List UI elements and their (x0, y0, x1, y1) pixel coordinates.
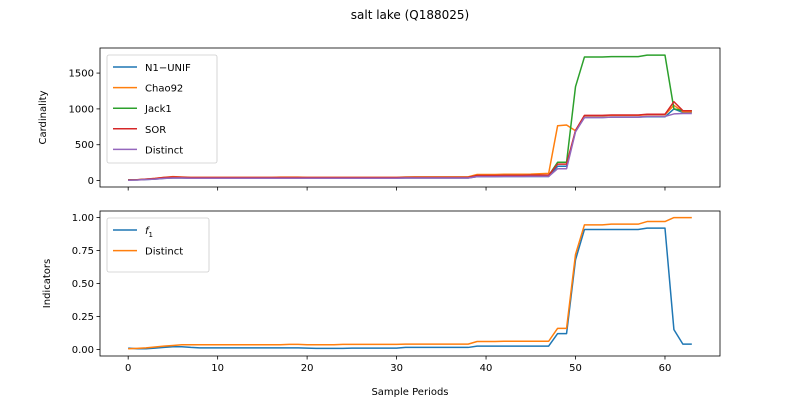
y-tick-label-1-2: 0.50 (72, 279, 94, 290)
y-tick-label-0-3: 1500 (69, 69, 94, 80)
axes-frame-0 (99, 47, 721, 188)
legend-label-1-0: f1 (145, 226, 153, 239)
legend-label-0-3: SOR (145, 125, 166, 136)
y-tick-label-0-0: 0 (88, 176, 94, 187)
y-tick-label-0-2: 1000 (69, 104, 94, 115)
x-axis-label-1: Sample Periods (371, 387, 448, 398)
y-tick-label-1-0: 0.00 (72, 345, 94, 356)
x-tick-label-1-2: 20 (301, 363, 314, 374)
series-line-0-4 (128, 112, 692, 181)
y-tick-label-0-1: 500 (75, 140, 94, 151)
legend-box-1 (106, 217, 210, 273)
x-tick-label-1-0: 0 (125, 363, 131, 374)
x-tick-label-1-4: 40 (480, 363, 493, 374)
y-tick-label-1-4: 1.00 (72, 213, 94, 224)
y-tick-label-1-3: 0.75 (72, 246, 94, 257)
legend-label-0-2: Jack1 (144, 104, 172, 115)
x-tick-label-1-3: 30 (390, 363, 403, 374)
series-line-1-0 (128, 227, 692, 350)
y-axis-label-0: Cardinality (38, 90, 49, 144)
x-tick-label-1-6: 60 (659, 363, 672, 374)
indicators-chart: 0 10 20 30 40 50 60 0.00 0.25 0.50 0.75 1.00 Indicat… (42, 210, 721, 398)
legend-label-0-1: Chao92 (145, 84, 183, 95)
legend-label-1-1: Distinct (145, 247, 183, 258)
cardinality-chart: 0 500 1000 1500 Cardinality N1−UNIF Chao92 Jack… (38, 47, 721, 191)
y-axis-label-1: Indicators (42, 259, 53, 308)
y-tick-label-1-1: 0.25 (72, 312, 94, 323)
legend-label-0-0: N1−UNIF (145, 63, 191, 74)
x-tick-label-1-1: 10 (211, 363, 224, 374)
figure-title: salt lake (Q188025) (351, 8, 469, 22)
legend-label-0-4: Distinct (145, 145, 183, 156)
series-line-1-1 (128, 216, 692, 350)
x-tick-label-1-5: 50 (569, 363, 582, 374)
legend-box-0 (106, 54, 218, 164)
